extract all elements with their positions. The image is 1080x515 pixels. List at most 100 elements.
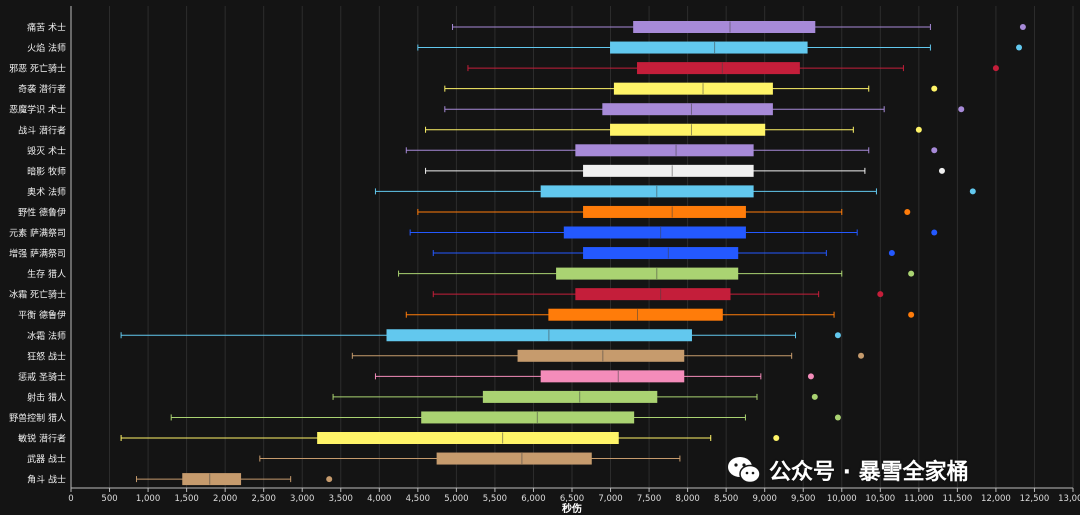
x-tick-label: 11,000 bbox=[904, 494, 934, 504]
x-tick-label: 9,000 bbox=[753, 494, 777, 504]
x-tick-label: 3,000 bbox=[290, 494, 314, 504]
box-row bbox=[398, 267, 915, 280]
box-iqr bbox=[421, 411, 635, 424]
box-iqr bbox=[182, 473, 242, 486]
x-tick-label: 500 bbox=[101, 494, 117, 504]
y-label: 奇袭 潜行者 bbox=[18, 83, 66, 95]
box-iqr bbox=[637, 62, 800, 75]
x-tick-label: 9,500 bbox=[791, 494, 815, 504]
box-iqr bbox=[563, 226, 746, 239]
box-row bbox=[432, 288, 884, 301]
box-row bbox=[417, 41, 1023, 54]
outlier-point bbox=[888, 250, 895, 257]
x-tick-label: 10,000 bbox=[827, 494, 857, 504]
outlier-point bbox=[931, 229, 938, 236]
box-iqr bbox=[540, 185, 754, 198]
box-iqr bbox=[517, 349, 685, 362]
y-label: 增强 萨满祭司 bbox=[9, 248, 66, 260]
y-label: 元素 萨满祭司 bbox=[9, 227, 66, 239]
y-label: 敏锐 潜行者 bbox=[18, 433, 66, 445]
x-tick-label: 6,000 bbox=[521, 494, 545, 504]
outlier-point bbox=[908, 311, 915, 318]
x-tick-label: 8,000 bbox=[675, 494, 699, 504]
x-tick-label: 5,500 bbox=[483, 494, 507, 504]
y-label: 奥术 法师 bbox=[27, 186, 66, 198]
box-row bbox=[405, 308, 915, 321]
y-label: 暗影 牧师 bbox=[27, 165, 66, 177]
x-tick-label: 7,000 bbox=[598, 494, 622, 504]
y-label: 射击 猎人 bbox=[27, 391, 66, 403]
box-row bbox=[425, 164, 945, 177]
y-label: 野兽控制 猎人 bbox=[9, 412, 66, 424]
y-label: 痛苦 术士 bbox=[27, 22, 66, 34]
y-label: 战斗 潜行者 bbox=[18, 124, 66, 136]
y-label: 角斗 战士 bbox=[27, 474, 66, 486]
box-iqr bbox=[602, 103, 773, 116]
box-iqr bbox=[610, 123, 766, 136]
x-tick-label: 3,500 bbox=[329, 494, 353, 504]
y-label: 武器 战士 bbox=[27, 453, 66, 465]
box-iqr bbox=[610, 41, 808, 54]
grid-lines bbox=[70, 6, 1074, 488]
outlier-point bbox=[992, 65, 999, 72]
box-row bbox=[259, 452, 681, 465]
x-tick-label: 1,500 bbox=[174, 494, 198, 504]
x-tick-label: 13,000 bbox=[1058, 494, 1080, 504]
box-iqr bbox=[583, 247, 739, 260]
y-label: 火焰 法师 bbox=[27, 42, 66, 54]
outlier-point bbox=[915, 126, 922, 133]
box-row bbox=[120, 329, 841, 342]
watermark: 公众号 · 暴雪全家桶 bbox=[727, 452, 1047, 488]
outlier-point bbox=[969, 188, 976, 195]
x-tick-label: 10,500 bbox=[865, 494, 895, 504]
x-tick-label: 7,500 bbox=[637, 494, 661, 504]
x-axis: 0 500 1,000 1,500 2,000 2,500 3,000 3,500 4,000 4… bbox=[68, 6, 1080, 504]
outlier-point bbox=[1016, 44, 1023, 51]
outlier-point bbox=[908, 270, 915, 277]
box-iqr bbox=[575, 144, 754, 157]
x-tick-label: 0 bbox=[68, 494, 73, 504]
box-row bbox=[425, 123, 922, 136]
box-row bbox=[452, 21, 1026, 33]
wechat-icon bbox=[728, 457, 761, 484]
y-label: 野性 德鲁伊 bbox=[18, 206, 66, 218]
x-axis-title: 秒伤 bbox=[562, 502, 582, 515]
box-iqr bbox=[613, 82, 773, 95]
box-row bbox=[467, 62, 999, 75]
y-label: 惩戒 圣骑士 bbox=[18, 371, 66, 383]
watermark-text: 公众号 · 暴雪全家桶 bbox=[769, 460, 969, 485]
box-row bbox=[405, 144, 938, 157]
x-tick-label: 1,000 bbox=[136, 494, 160, 504]
y-label: 毁灭 术士 bbox=[27, 145, 66, 157]
box-iqr bbox=[540, 370, 685, 383]
box-row bbox=[170, 411, 841, 424]
y-label: 生存 猎人 bbox=[27, 268, 66, 280]
x-tick-label: 6,500 bbox=[560, 494, 584, 504]
x-tick-label: 8,500 bbox=[714, 494, 738, 504]
x-tick-label: 5,000 bbox=[444, 494, 468, 504]
box-series bbox=[120, 21, 1026, 486]
box-row bbox=[374, 185, 976, 198]
x-tick-label: 4,500 bbox=[406, 494, 430, 504]
box-row bbox=[120, 432, 780, 444]
y-label: 邪恶 死亡骑士 bbox=[9, 63, 66, 75]
outlier-point bbox=[834, 414, 841, 421]
outlier-point bbox=[904, 208, 911, 215]
box-row bbox=[432, 247, 895, 260]
outlier-point bbox=[1019, 24, 1026, 30]
box-iqr bbox=[583, 164, 754, 177]
outlier-point bbox=[877, 291, 884, 298]
box-iqr bbox=[436, 452, 592, 465]
y-label: 恶魔学识 术士 bbox=[9, 104, 66, 116]
box-iqr bbox=[548, 308, 723, 321]
outlier-point bbox=[811, 393, 818, 400]
box-iqr bbox=[575, 288, 731, 301]
box-row bbox=[444, 82, 938, 95]
outlier-point bbox=[858, 352, 865, 359]
x-tick-label: 12,500 bbox=[1020, 494, 1050, 504]
box-iqr bbox=[317, 432, 619, 444]
x-tick-label: 2,000 bbox=[213, 494, 237, 504]
x-tick-label: 4,000 bbox=[367, 494, 391, 504]
